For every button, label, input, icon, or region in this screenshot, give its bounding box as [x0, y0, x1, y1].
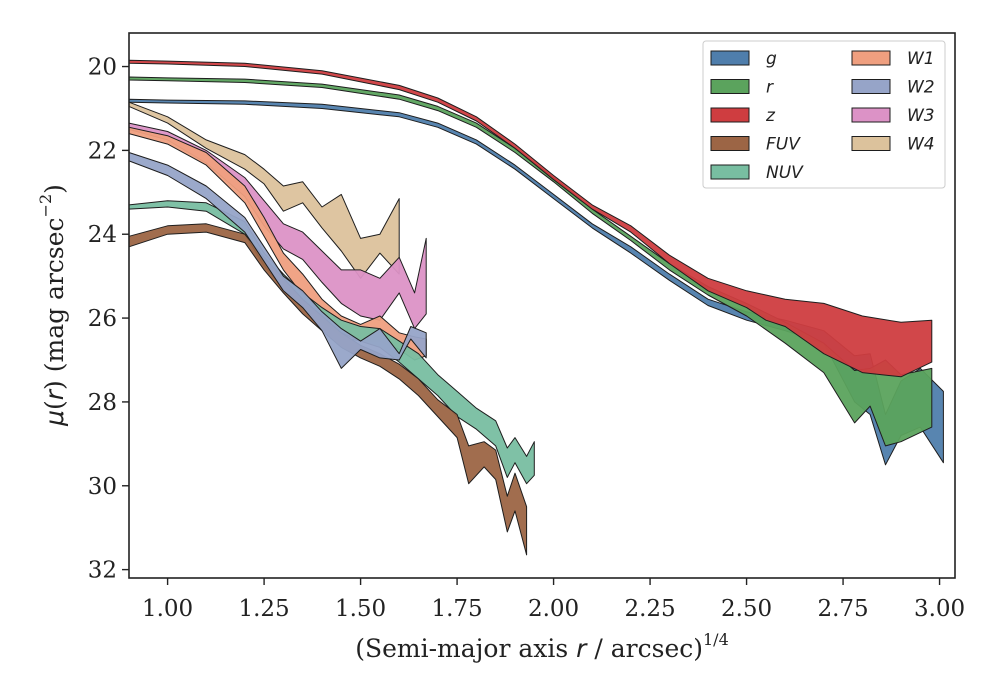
legend: grz FUV NUV W1 W2 W3 W4 — [702, 40, 946, 189]
y-axis-ticks: 20 22 24 26 28 30 32 — [88, 55, 129, 584]
y-tick-label: 32 — [88, 558, 117, 584]
legend-swatch-z — [710, 107, 750, 123]
axes-frame — [128, 32, 956, 579]
x-tick-label: 1.75 — [431, 596, 482, 622]
y-tick-label: 22 — [88, 138, 117, 164]
legend-label-w4: W4 — [907, 135, 935, 155]
legend-box — [702, 40, 946, 189]
y-tick-label: 24 — [88, 222, 117, 248]
legend-swatch-w3 — [851, 107, 891, 123]
plot-area — [128, 59, 944, 556]
x-tick-label: 2.00 — [528, 596, 579, 622]
legend-label-w2: W2 — [907, 78, 935, 98]
legend-swatch-nuv — [710, 164, 750, 180]
y-tick-label: 26 — [88, 306, 117, 332]
x-tick-label: 3.00 — [914, 596, 965, 622]
legend-label-r: r — [766, 78, 774, 98]
x-axis-title: (Semi-major axis r / arcsec)1/4 — [355, 630, 729, 663]
x-tick-label: 2.25 — [624, 596, 675, 622]
y-tick-label: 20 — [88, 55, 117, 81]
x-tick-label: 1.25 — [238, 596, 289, 622]
series-band-g — [128, 98, 944, 466]
x-tick-label: 1.50 — [335, 596, 386, 622]
legend-swatch-w1 — [851, 50, 891, 66]
x-tick-label: 1.00 — [142, 596, 193, 622]
legend-swatch-fuv — [710, 136, 750, 151]
y-axis-title: μ(r) (mag arcsec−2) — [36, 184, 69, 427]
y-tick-label: 28 — [88, 390, 117, 416]
legend-swatch-r — [710, 79, 750, 94]
legend-label-z: z — [765, 106, 776, 126]
x-tick-label: 2.50 — [721, 596, 772, 622]
legend-label-nuv: NUV — [766, 163, 804, 183]
legend-label-fuv: FUV — [766, 135, 801, 155]
legend-label-w3: W3 — [907, 106, 935, 126]
legend-label-g: g — [766, 49, 777, 69]
legend-swatch-w4 — [851, 136, 891, 151]
x-axis-ticks: 1.00 1.25 1.50 1.75 2.00 2.25 2.50 2.75 3.00 — [142, 578, 965, 622]
x-tick-label: 2.75 — [817, 596, 868, 622]
series-band-z — [128, 59, 933, 378]
legend-label-w1: W1 — [907, 49, 935, 69]
series-band-w2 — [128, 152, 427, 369]
legend-swatch-g — [710, 50, 750, 66]
y-tick-label: 30 — [88, 474, 117, 500]
legend-swatch-w2 — [851, 79, 891, 94]
